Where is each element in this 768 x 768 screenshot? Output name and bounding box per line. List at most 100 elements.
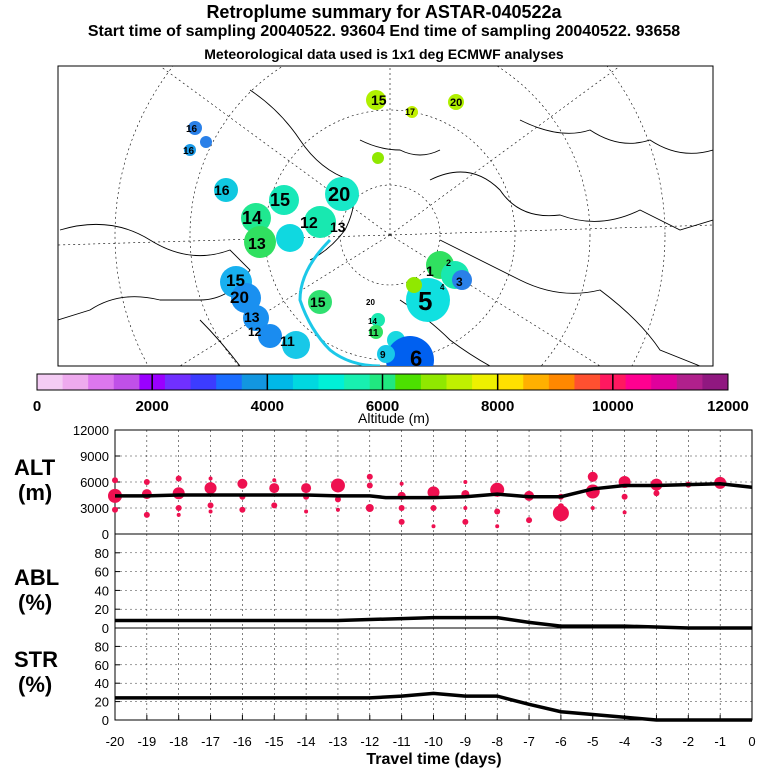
x-tick-label: -14 (297, 734, 316, 749)
map-label: 15 (270, 190, 290, 210)
altitude-cluster-point (207, 502, 214, 509)
colorbar-swatch (37, 374, 64, 390)
x-tick-label: -5 (587, 734, 599, 749)
colorbar-swatch (241, 374, 268, 390)
colorbar-swatch (472, 374, 499, 390)
x-tick-label: -2 (683, 734, 695, 749)
x-tick-label: -19 (137, 734, 156, 749)
altitude-cluster-point (204, 482, 217, 495)
altitude-y-tick-label: 6000 (80, 475, 109, 490)
colorbar-swatch (190, 374, 217, 390)
sampling-time: Start time of sampling 20040522. 93604 E… (87, 23, 681, 40)
map-labels: 15 20 17 16 15 20 16 16 15 20 14 13 12 1… (183, 92, 463, 371)
colorbar-swatch (420, 374, 447, 390)
map-label: 4 (440, 283, 445, 292)
map-label: 5 (418, 286, 432, 316)
map-label: 1 (426, 263, 434, 279)
colorbar-swatch (676, 374, 703, 390)
map-label: 20 (230, 288, 249, 307)
altitude-cluster-point (143, 479, 150, 485)
map-label: 15 (371, 92, 387, 108)
altitude-cluster-point (366, 482, 373, 489)
colorbar-swatch (651, 374, 678, 390)
x-tick-label: -13 (329, 734, 348, 749)
altitude-cluster-point (463, 506, 468, 510)
altitude-cluster-point (587, 471, 598, 482)
altitude-cluster-point (622, 510, 627, 515)
altitude-cluster-point (208, 476, 213, 481)
colorbar-swatch (344, 374, 371, 390)
colorbar-tick-label: 10000 (592, 398, 634, 415)
x-axis-title: Travel time (days) (366, 751, 501, 768)
x-tick-label: -1 (714, 734, 726, 749)
altitude-cluster-point (557, 503, 564, 510)
altitude-cluster-point (495, 524, 500, 529)
altitude-cluster-point (239, 506, 246, 513)
altitude-y-tick-label: 9000 (80, 449, 109, 464)
colorbar-swatch (292, 374, 320, 390)
colorbar-title: Altitude (m) (358, 410, 430, 426)
x-tick-label: -9 (460, 734, 472, 749)
map-label: 9 (380, 350, 386, 361)
mean-altitude-line (115, 481, 753, 500)
alt-unit: (m) (18, 480, 52, 505)
map-label: 11 (368, 328, 379, 339)
altitude-cluster-point (208, 509, 213, 514)
colorbar-swatch (702, 374, 729, 390)
altitude-cluster-point (398, 518, 405, 525)
abl-unit: (%) (18, 590, 52, 615)
altitude-y-tick-label: 0 (102, 527, 109, 542)
altitude-cluster-point (330, 478, 345, 493)
met-data-note: Meteorological data used is 1x1 deg ECMW… (204, 46, 564, 62)
map-label: 15 (310, 294, 326, 310)
map-label: 20 (366, 298, 375, 307)
colorbar-swatch (88, 374, 115, 390)
colorbar-swatch (62, 374, 89, 390)
map-frame (57, 65, 714, 367)
x-tick-label: -3 (651, 734, 663, 749)
altitude-cluster-point (427, 486, 440, 499)
altitude-cluster-point (398, 505, 405, 511)
abl-y-tick-label: 80 (95, 546, 109, 561)
map-label: 16 (186, 124, 198, 135)
abl-series-line (115, 615, 752, 630)
x-tick-label: 0 (748, 734, 755, 749)
altitude-cluster-point (462, 518, 469, 525)
altitude-y-tick-label: 12000 (73, 423, 109, 438)
str-y-tick-label: 0 (102, 713, 109, 728)
altitude-cluster-point (176, 512, 181, 517)
colorbar-swatch (446, 374, 473, 390)
abl-y-tick-label: 40 (95, 583, 109, 598)
map-label: 16 (183, 146, 195, 157)
altitude-cluster-point (399, 481, 404, 486)
map-label: 20 (450, 97, 462, 109)
str-y-tick-label: 60 (95, 658, 109, 673)
altitude-cluster-point (269, 483, 280, 494)
colorbar-tick-label: 0 (33, 398, 41, 415)
altitude-cluster-point (365, 504, 374, 512)
map-label: 6 (410, 346, 422, 371)
colorbar-tick-label: 8000 (481, 398, 514, 415)
map-label: 15 (226, 271, 245, 290)
colorbar-swatch (113, 374, 140, 390)
map-label: 16 (214, 182, 230, 198)
x-tick-label: -4 (619, 734, 631, 749)
abl-y-tick-label: 20 (95, 602, 109, 617)
panel-side-labels: ALT (m) ABL (%) STR (%) (14, 455, 59, 697)
colorbar-tick-label: 12000 (707, 398, 749, 415)
altitude-cluster-point (175, 505, 182, 511)
x-tick-label: -17 (201, 734, 220, 749)
altitude-cluster-point (334, 496, 341, 503)
colorbar-tick-label: 2000 (135, 398, 168, 415)
plume-clusters (184, 90, 472, 366)
time-series-panels: 030006000900012000020406080020406080-20-… (73, 423, 756, 749)
altitude-cluster-point (112, 506, 118, 513)
x-tick-label: -18 (169, 734, 188, 749)
str-y-tick-label: 80 (95, 639, 109, 654)
altitude-cluster-point (431, 524, 436, 529)
altitude-cluster-point (590, 506, 595, 510)
chart-title: Retroplume summary for ASTAR-040522a (206, 2, 562, 22)
str-y-tick-label: 40 (95, 676, 109, 691)
colorbar-tick-label: 4000 (251, 398, 284, 415)
